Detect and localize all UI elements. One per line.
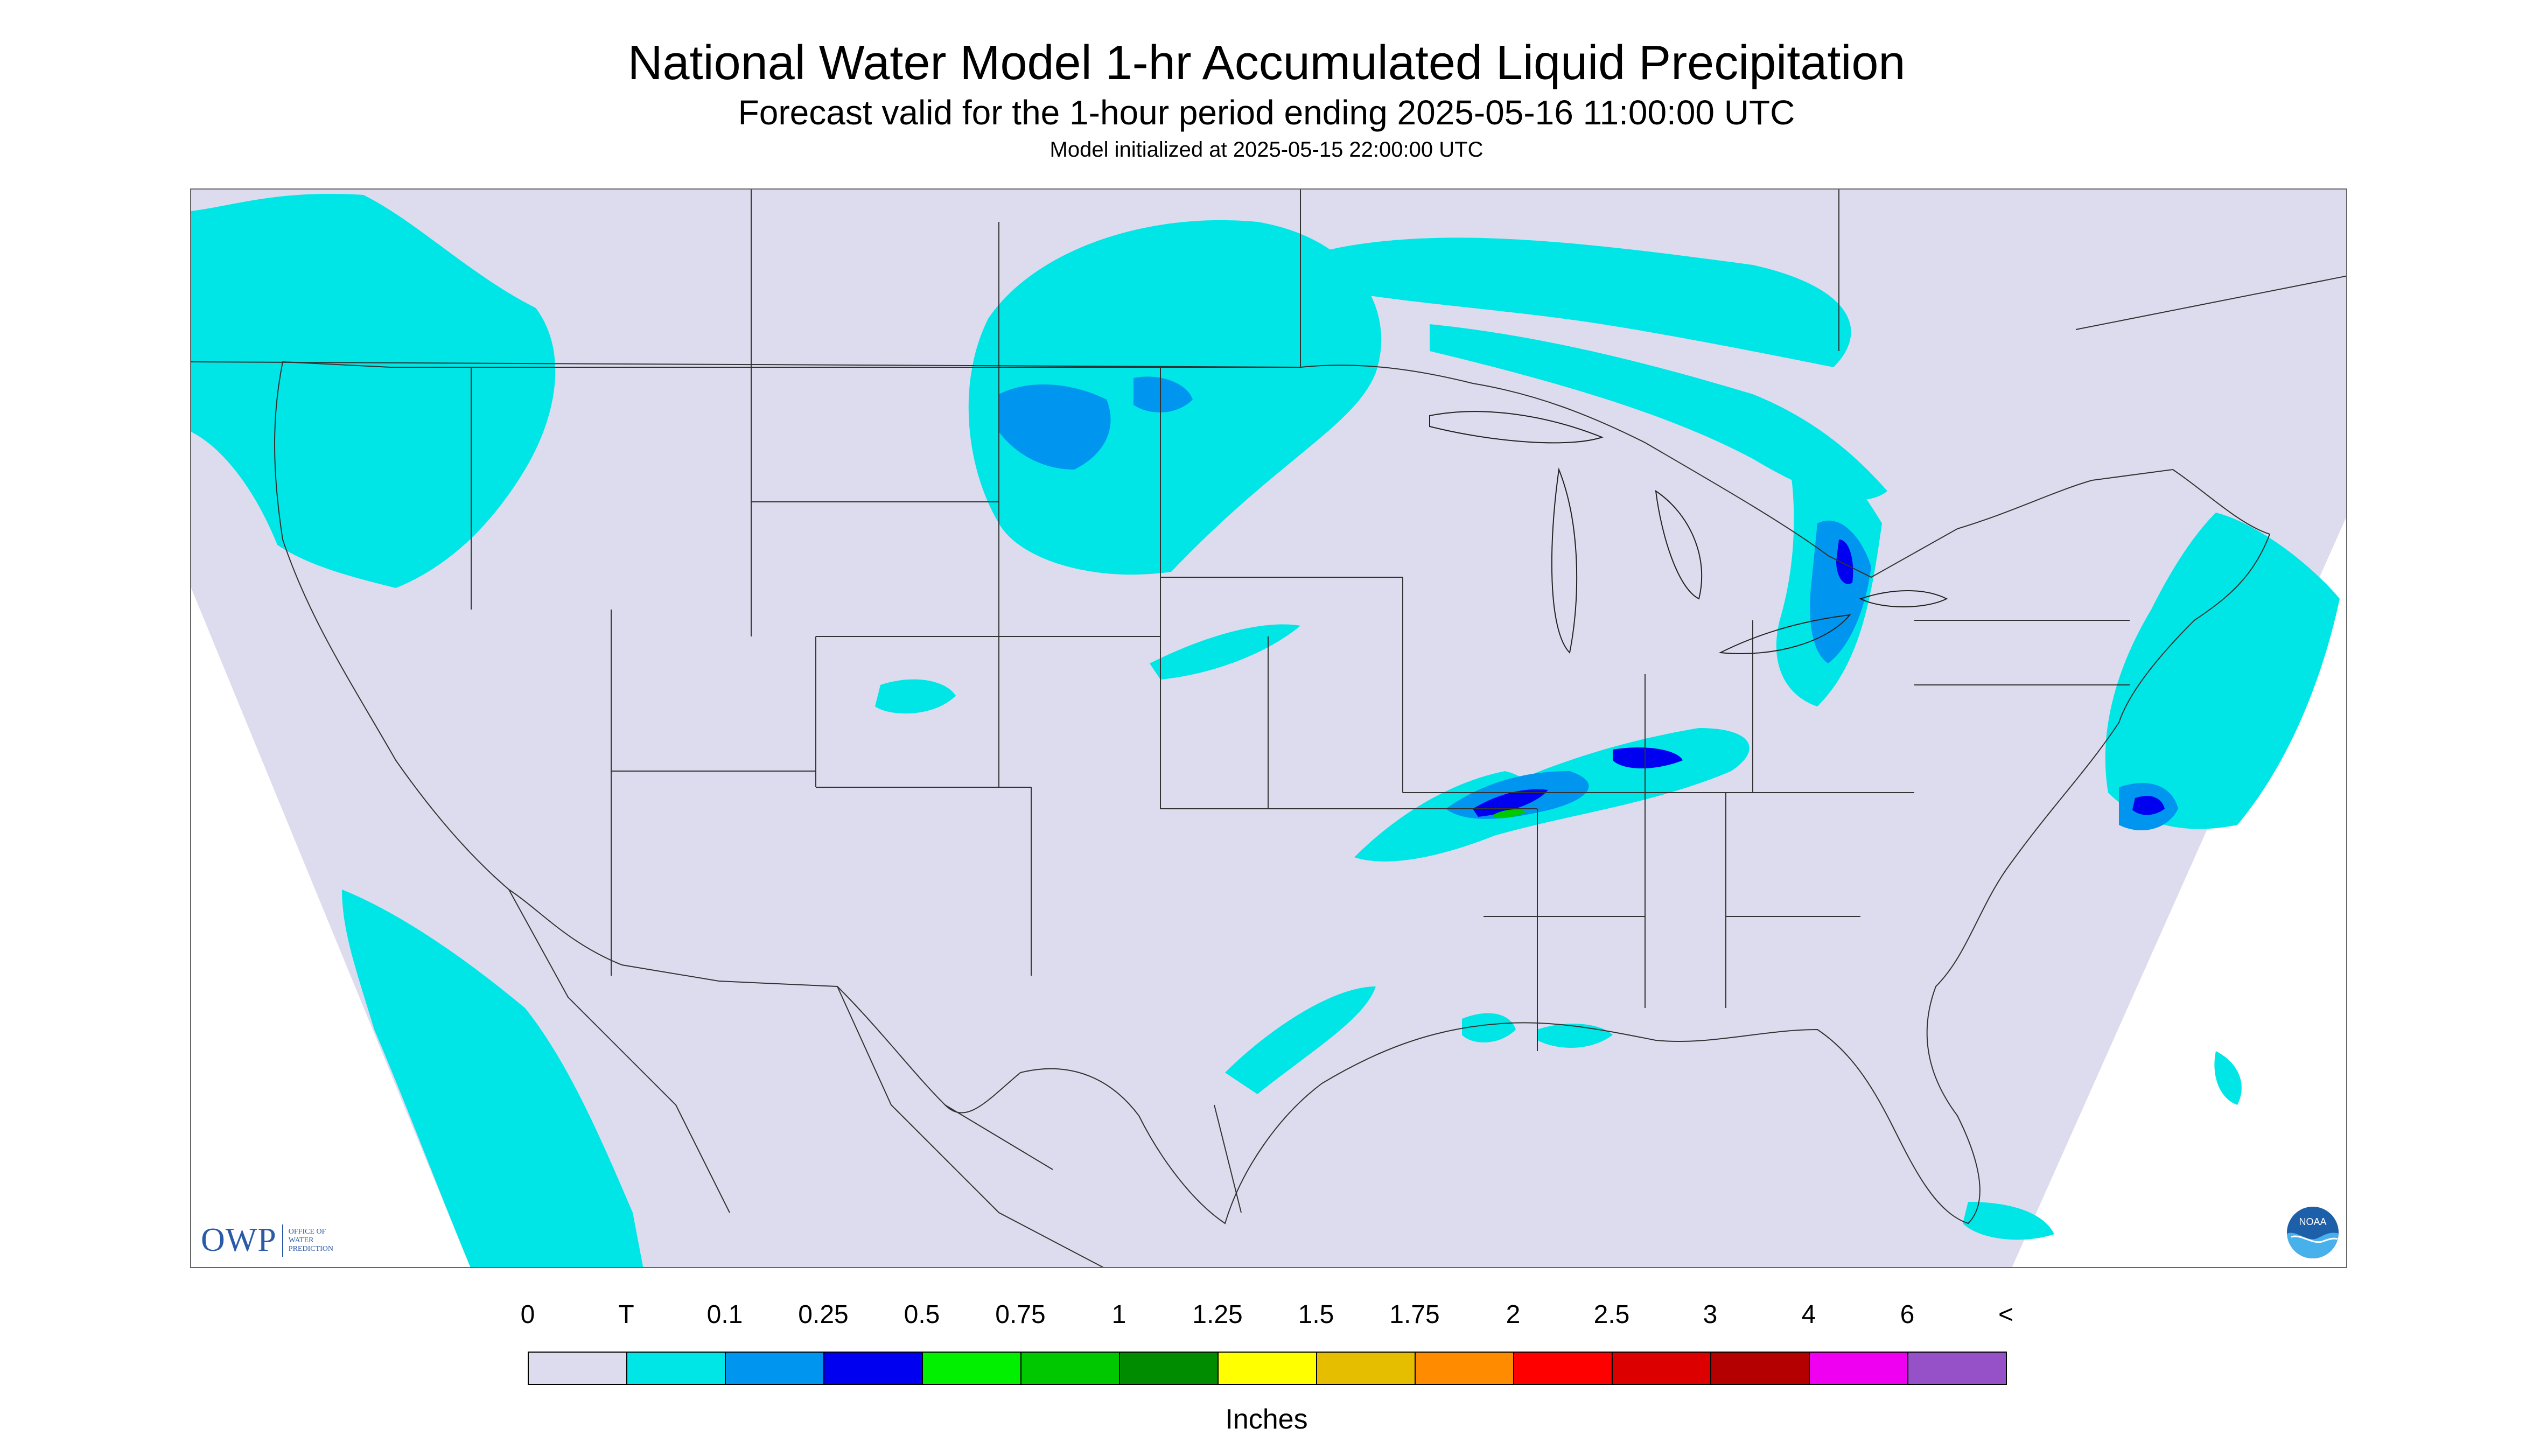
precip-area-northern-plains-core bbox=[999, 384, 1111, 470]
legend-swatch bbox=[725, 1352, 824, 1385]
precip-area-colorado bbox=[875, 679, 956, 714]
legend-tick-label: 0.1 bbox=[706, 1300, 743, 1329]
legend-swatch bbox=[1217, 1352, 1317, 1385]
legend-tick-label: 1.75 bbox=[1389, 1300, 1440, 1329]
precip-area-southeast-offshore bbox=[1963, 1202, 2054, 1240]
precip-area-tennessee-max bbox=[1494, 809, 1527, 818]
legend-tick-label: 0.25 bbox=[798, 1300, 849, 1329]
legend-tick-label: 1.5 bbox=[1298, 1300, 1334, 1329]
legend-units: Inches bbox=[1225, 1404, 1308, 1435]
owp-logo-subtext: OFFICE OF WATER PREDICTION bbox=[289, 1228, 333, 1254]
mexico-lines bbox=[508, 889, 1242, 1267]
precip-area-ontario-2 bbox=[1430, 324, 1887, 500]
legend-tick-label: 1 bbox=[1111, 1300, 1126, 1329]
conus-outline bbox=[274, 361, 2271, 1224]
precip-area-northwest bbox=[191, 193, 556, 589]
legend-tick-label: T bbox=[618, 1300, 634, 1329]
great-lakes bbox=[1429, 411, 1948, 654]
precip-area-tennessee-heavy bbox=[1473, 789, 1548, 817]
precip-area-plains-streak bbox=[1150, 624, 1300, 680]
canada-lines bbox=[751, 190, 2346, 367]
legend-tick-label: 0 bbox=[520, 1300, 535, 1329]
legend-tick-label: 1.25 bbox=[1192, 1300, 1243, 1329]
legend-tick-label: 0.75 bbox=[995, 1300, 1046, 1329]
precip-area-gulf-coast bbox=[1225, 986, 1376, 1094]
owp-logo-divider bbox=[282, 1224, 283, 1257]
precip-area-gulf-coast-3 bbox=[1462, 1013, 1516, 1042]
precipitation-map: OWP OFFICE OF WATER PREDICTION NOAA bbox=[190, 188, 2347, 1268]
precip-area-ontario bbox=[1311, 237, 1851, 367]
precip-area-great-lakes-heavy bbox=[1836, 540, 1853, 584]
owp-subtext-line-3: PREDICTION bbox=[288, 1244, 334, 1253]
owp-logo-text: OWP bbox=[201, 1222, 277, 1258]
legend-tick-label: 2 bbox=[1506, 1300, 1521, 1329]
canada-border bbox=[191, 361, 1301, 368]
owp-subtext-line-1: OFFICE OF bbox=[288, 1227, 326, 1236]
legend-tick-label: 3 bbox=[1703, 1300, 1718, 1329]
geographic-boundaries bbox=[191, 190, 2346, 1267]
legend-swatch bbox=[1020, 1352, 1120, 1385]
precip-area-east-offshore bbox=[2214, 1051, 2242, 1105]
legend-swatch bbox=[1612, 1352, 1711, 1385]
legend-swatch bbox=[1513, 1352, 1613, 1385]
noaa-logo-text: NOAA bbox=[2299, 1216, 2326, 1227]
precip-area-northeast bbox=[2105, 513, 2340, 829]
model-init-note: Model initialized at 2025-05-15 22:00:00… bbox=[1049, 138, 1484, 162]
legend-swatch bbox=[1415, 1352, 1514, 1385]
precip-area-southwest-pacific bbox=[342, 890, 643, 1267]
legend-tick-label: < bbox=[1998, 1300, 2014, 1329]
precip-area-atlantic-heavy bbox=[2132, 796, 2165, 815]
legend-swatch bbox=[626, 1352, 726, 1385]
legend-swatch bbox=[1809, 1352, 1908, 1385]
legend-swatch bbox=[922, 1352, 1021, 1385]
owp-logo: OWP OFFICE OF WATER PREDICTION bbox=[201, 1221, 333, 1259]
legend-swatch bbox=[823, 1352, 923, 1385]
forecast-valid-subtitle: Forecast valid for the 1-hour period end… bbox=[738, 93, 1795, 132]
legend-tick-label: 4 bbox=[1801, 1300, 1816, 1329]
precip-area-great-lakes-core bbox=[1810, 520, 1871, 663]
precip-area-gulf-coast-2 bbox=[1537, 1024, 1613, 1048]
precip-area-northwest-2 bbox=[288, 458, 385, 526]
legend-swatch bbox=[1710, 1352, 1810, 1385]
legend-tick-label: 2.5 bbox=[1593, 1300, 1630, 1329]
legend-tick-label: 0.5 bbox=[904, 1300, 940, 1329]
map-canvas bbox=[191, 190, 2346, 1267]
noaa-logo: NOAA bbox=[2287, 1207, 2339, 1258]
precipitation-legend: 0 T 0.1 0.25 0.5 0.75 1 1.25 1.5 1.75 2 2.5 3 4 6 < bbox=[521, 1300, 2013, 1385]
owp-subtext-line-2: WATER bbox=[288, 1236, 314, 1244]
precipitation-layer bbox=[191, 193, 2340, 1267]
precip-area-tennessee-heavy-2 bbox=[1613, 747, 1683, 768]
legend-swatch bbox=[1316, 1352, 1416, 1385]
legend-swatch bbox=[1907, 1352, 2007, 1385]
legend-tick-label: 6 bbox=[1900, 1300, 1915, 1329]
precip-area-northern-plains-core-2 bbox=[1133, 376, 1193, 412]
state-lines bbox=[471, 367, 2130, 1051]
map-title: National Water Model 1-hr Accumulated Li… bbox=[627, 36, 1906, 90]
legend-swatch bbox=[528, 1352, 627, 1385]
legend-swatch bbox=[1119, 1352, 1219, 1385]
